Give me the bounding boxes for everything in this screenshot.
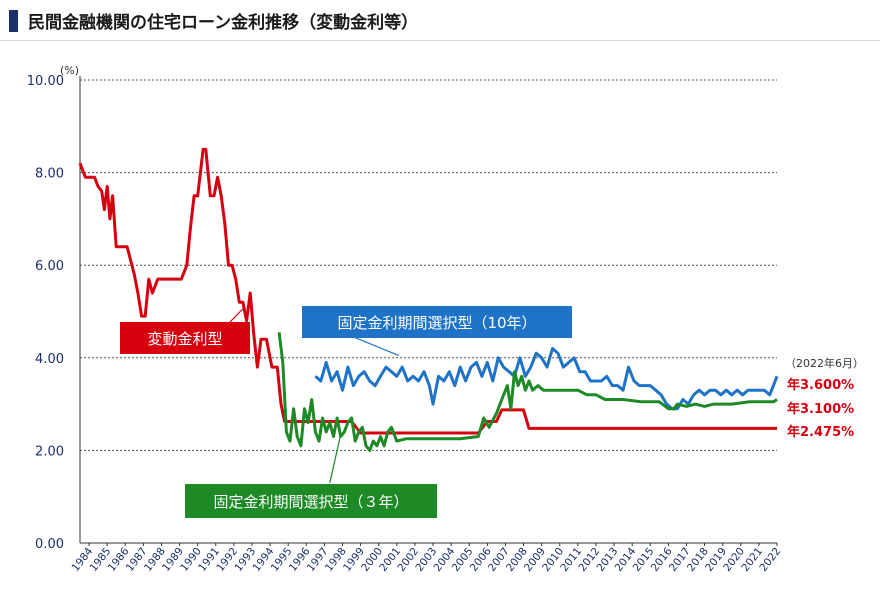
fixed10-label: 固定金利期間選択型（10年） <box>337 314 536 332</box>
date-note: （2022年6月） <box>785 356 864 370</box>
end-value-variable: 年2.475% <box>787 424 854 440</box>
y-axis: (%) 0.00 2.00 4.00 6.00 8.00 10.00 <box>27 64 81 552</box>
y-tick-label: 8.00 <box>35 167 64 182</box>
page-title: 民間金融機関の住宅ローン金利推移（変動金利等） <box>28 13 419 33</box>
series-lines <box>78 147 779 452</box>
y-tick-label: 4.00 <box>35 352 64 367</box>
fixed3-label-box <box>185 484 437 518</box>
x-tick-label: 2022 <box>757 545 783 573</box>
title-accent-bar <box>9 10 18 32</box>
variable-rate-line <box>78 147 777 435</box>
y-tick-label: 6.00 <box>35 259 64 274</box>
fixed3-rate-line <box>277 332 778 452</box>
fixed10-label-box <box>302 306 572 338</box>
y-tick-label: 10.00 <box>27 74 64 89</box>
y-axis-unit: (%) <box>60 64 79 77</box>
y-tick-label: 0.00 <box>35 537 64 552</box>
fixed3-label: 固定金利期間選択型（３年） <box>213 493 408 511</box>
end-value-labels: （2022年6月） 年3.600% 年3.100% 年2.475% <box>785 356 864 440</box>
series-callouts: 固定金利期間選択型（10年） 変動金利型 固定金利期間選択型（３年） <box>120 306 572 518</box>
y-tick-label: 2.00 <box>35 444 64 459</box>
fixed3-leader-line <box>329 434 342 483</box>
variable-label: 変動金利型 <box>147 330 222 348</box>
fixed10-rate-line <box>314 347 779 411</box>
fixed10-leader-line <box>347 334 399 357</box>
end-value-fixed3: 年3.100% <box>787 401 854 417</box>
end-value-fixed10: 年3.600% <box>787 377 854 393</box>
title-divider <box>0 40 880 41</box>
variable-label-box <box>120 322 250 354</box>
grid-lines <box>80 79 777 544</box>
x-axis: 1984198519861987198819891990199119921993… <box>70 543 783 574</box>
